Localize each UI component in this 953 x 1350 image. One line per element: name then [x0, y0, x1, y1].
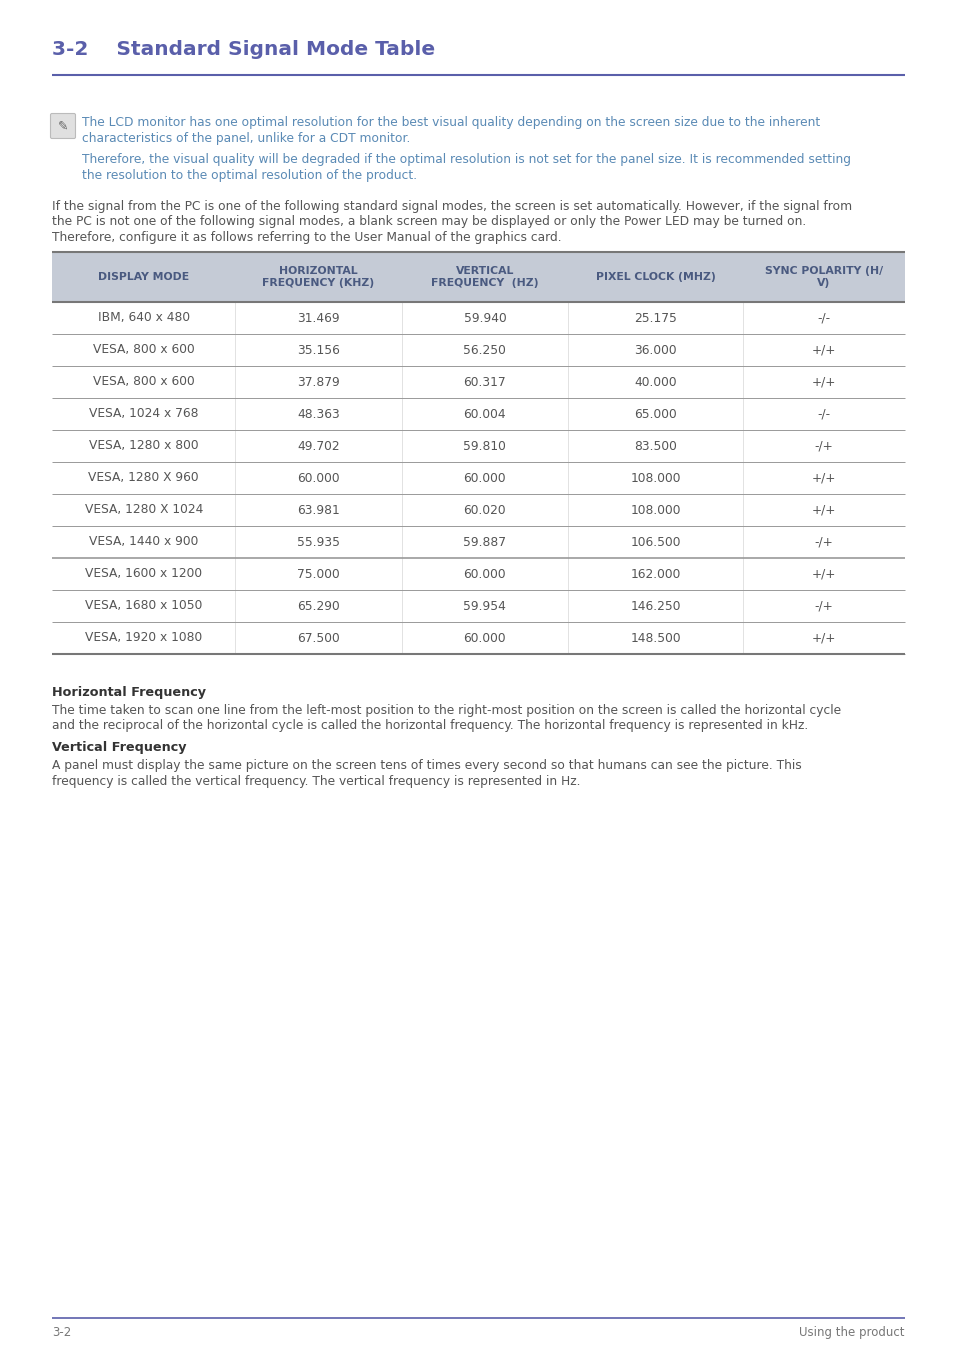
- Text: -/-: -/-: [817, 408, 830, 420]
- Text: frequency is called the vertical frequency. The vertical frequency is represente: frequency is called the vertical frequen…: [52, 775, 579, 787]
- Text: VESA, 1920 x 1080: VESA, 1920 x 1080: [85, 632, 202, 644]
- Text: IBM, 640 x 480: IBM, 640 x 480: [97, 312, 190, 324]
- Text: If the signal from the PC is one of the following standard signal modes, the scr: If the signal from the PC is one of the …: [52, 200, 851, 213]
- Text: 35.156: 35.156: [296, 343, 339, 356]
- Text: 60.020: 60.020: [463, 504, 506, 517]
- Text: 83.500: 83.500: [634, 440, 677, 452]
- Text: Vertical Frequency: Vertical Frequency: [52, 741, 186, 755]
- Text: 108.000: 108.000: [630, 504, 680, 517]
- Text: +/+: +/+: [811, 632, 835, 644]
- Text: 162.000: 162.000: [630, 567, 680, 580]
- Text: 60.004: 60.004: [463, 408, 506, 420]
- Text: 106.500: 106.500: [630, 536, 680, 548]
- Text: the PC is not one of the following signal modes, a blank screen may be displayed: the PC is not one of the following signa…: [52, 216, 805, 228]
- Text: 60.000: 60.000: [463, 632, 506, 644]
- Text: DISPLAY MODE: DISPLAY MODE: [98, 271, 189, 282]
- Text: 148.500: 148.500: [630, 632, 680, 644]
- Text: 65.290: 65.290: [297, 599, 339, 613]
- Text: HORIZONTAL
FREQUENCY (KHZ): HORIZONTAL FREQUENCY (KHZ): [262, 266, 375, 288]
- Text: 75.000: 75.000: [297, 567, 339, 580]
- Text: -/+: -/+: [814, 440, 833, 452]
- Text: VERTICAL
FREQUENCY  (HZ): VERTICAL FREQUENCY (HZ): [431, 266, 538, 288]
- Text: characteristics of the panel, unlike for a CDT monitor.: characteristics of the panel, unlike for…: [82, 132, 410, 144]
- Text: VESA, 1680 x 1050: VESA, 1680 x 1050: [85, 599, 202, 613]
- Text: Therefore, configure it as follows referring to the User Manual of the graphics : Therefore, configure it as follows refer…: [52, 231, 561, 244]
- Text: VESA, 1280 X 960: VESA, 1280 X 960: [89, 471, 199, 485]
- Text: 55.935: 55.935: [296, 536, 339, 548]
- Text: A panel must display the same picture on the screen tens of times every second s: A panel must display the same picture on…: [52, 759, 801, 772]
- Text: SYNC POLARITY (H/
V): SYNC POLARITY (H/ V): [764, 266, 882, 288]
- Text: VESA, 1440 x 900: VESA, 1440 x 900: [89, 536, 198, 548]
- Text: 3-2    Standard Signal Mode Table: 3-2 Standard Signal Mode Table: [52, 40, 435, 59]
- Text: +/+: +/+: [811, 343, 835, 356]
- Text: the resolution to the optimal resolution of the product.: the resolution to the optimal resolution…: [82, 169, 416, 182]
- Text: 56.250: 56.250: [463, 343, 506, 356]
- Text: 59.887: 59.887: [463, 536, 506, 548]
- Text: 65.000: 65.000: [634, 408, 677, 420]
- Bar: [52, 252, 904, 302]
- Text: +/+: +/+: [811, 471, 835, 485]
- Text: 48.363: 48.363: [297, 408, 339, 420]
- Text: 49.702: 49.702: [297, 440, 339, 452]
- Text: 37.879: 37.879: [297, 375, 339, 389]
- FancyBboxPatch shape: [51, 113, 75, 139]
- Text: ✎: ✎: [58, 120, 69, 132]
- Text: Using the product: Using the product: [799, 1326, 904, 1339]
- Text: -/+: -/+: [814, 599, 833, 613]
- Text: VESA, 800 x 600: VESA, 800 x 600: [92, 343, 194, 356]
- Text: 108.000: 108.000: [630, 471, 680, 485]
- Text: VESA, 1024 x 768: VESA, 1024 x 768: [89, 408, 198, 420]
- Text: 59.940: 59.940: [463, 312, 506, 324]
- Text: 59.954: 59.954: [463, 599, 506, 613]
- Text: The LCD monitor has one optimal resolution for the best visual quality depending: The LCD monitor has one optimal resoluti…: [82, 116, 820, 130]
- Text: Therefore, the visual quality will be degraded if the optimal resolution is not : Therefore, the visual quality will be de…: [82, 153, 850, 166]
- Text: 31.469: 31.469: [297, 312, 339, 324]
- Text: VESA, 1600 x 1200: VESA, 1600 x 1200: [85, 567, 202, 580]
- Text: VESA, 1280 x 800: VESA, 1280 x 800: [89, 440, 198, 452]
- Text: +/+: +/+: [811, 567, 835, 580]
- Text: +/+: +/+: [811, 504, 835, 517]
- Text: 60.000: 60.000: [297, 471, 339, 485]
- Text: 63.981: 63.981: [297, 504, 339, 517]
- Text: VESA, 1280 X 1024: VESA, 1280 X 1024: [85, 504, 203, 517]
- Text: 67.500: 67.500: [297, 632, 339, 644]
- Text: 25.175: 25.175: [634, 312, 677, 324]
- Text: 60.000: 60.000: [463, 471, 506, 485]
- Text: -/-: -/-: [817, 312, 830, 324]
- Text: The time taken to scan one line from the left-most position to the right-most po: The time taken to scan one line from the…: [52, 703, 841, 717]
- Text: 59.810: 59.810: [463, 440, 506, 452]
- Text: 60.000: 60.000: [463, 567, 506, 580]
- Text: Horizontal Frequency: Horizontal Frequency: [52, 686, 206, 699]
- Text: 3-2: 3-2: [52, 1326, 71, 1339]
- Text: 36.000: 36.000: [634, 343, 676, 356]
- Text: 40.000: 40.000: [634, 375, 676, 389]
- Text: 60.317: 60.317: [463, 375, 506, 389]
- Text: PIXEL CLOCK (MHZ): PIXEL CLOCK (MHZ): [595, 271, 715, 282]
- Text: +/+: +/+: [811, 375, 835, 389]
- Text: -/+: -/+: [814, 536, 833, 548]
- Text: and the reciprocal of the horizontal cycle is called the horizontal frequency. T: and the reciprocal of the horizontal cyc…: [52, 720, 807, 733]
- Text: 146.250: 146.250: [630, 599, 680, 613]
- Text: VESA, 800 x 600: VESA, 800 x 600: [92, 375, 194, 389]
